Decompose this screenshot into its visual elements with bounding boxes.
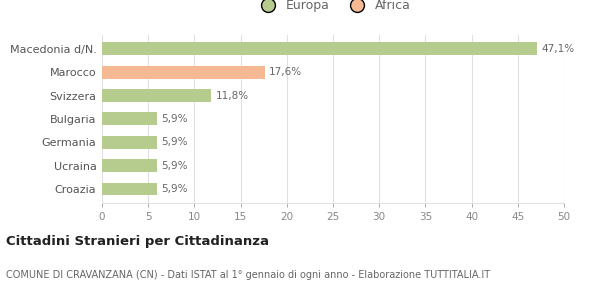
Bar: [102, 159, 157, 172]
Bar: [102, 182, 157, 195]
Text: 17,6%: 17,6%: [269, 67, 302, 77]
Bar: [102, 89, 211, 102]
Text: 47,1%: 47,1%: [542, 44, 575, 54]
Bar: [102, 42, 537, 55]
Bar: [102, 66, 265, 79]
Bar: [102, 113, 157, 125]
Text: COMUNE DI CRAVANZANA (CN) - Dati ISTAT al 1° gennaio di ogni anno - Elaborazione: COMUNE DI CRAVANZANA (CN) - Dati ISTAT a…: [6, 270, 490, 280]
Text: 5,9%: 5,9%: [161, 161, 188, 171]
Bar: [102, 136, 157, 149]
Text: 5,9%: 5,9%: [161, 137, 188, 147]
Legend: Europa, Africa: Europa, Africa: [251, 0, 415, 17]
Text: 5,9%: 5,9%: [161, 184, 188, 194]
Text: 5,9%: 5,9%: [161, 114, 188, 124]
Text: 11,8%: 11,8%: [215, 90, 249, 101]
Text: Cittadini Stranieri per Cittadinanza: Cittadini Stranieri per Cittadinanza: [6, 235, 269, 248]
